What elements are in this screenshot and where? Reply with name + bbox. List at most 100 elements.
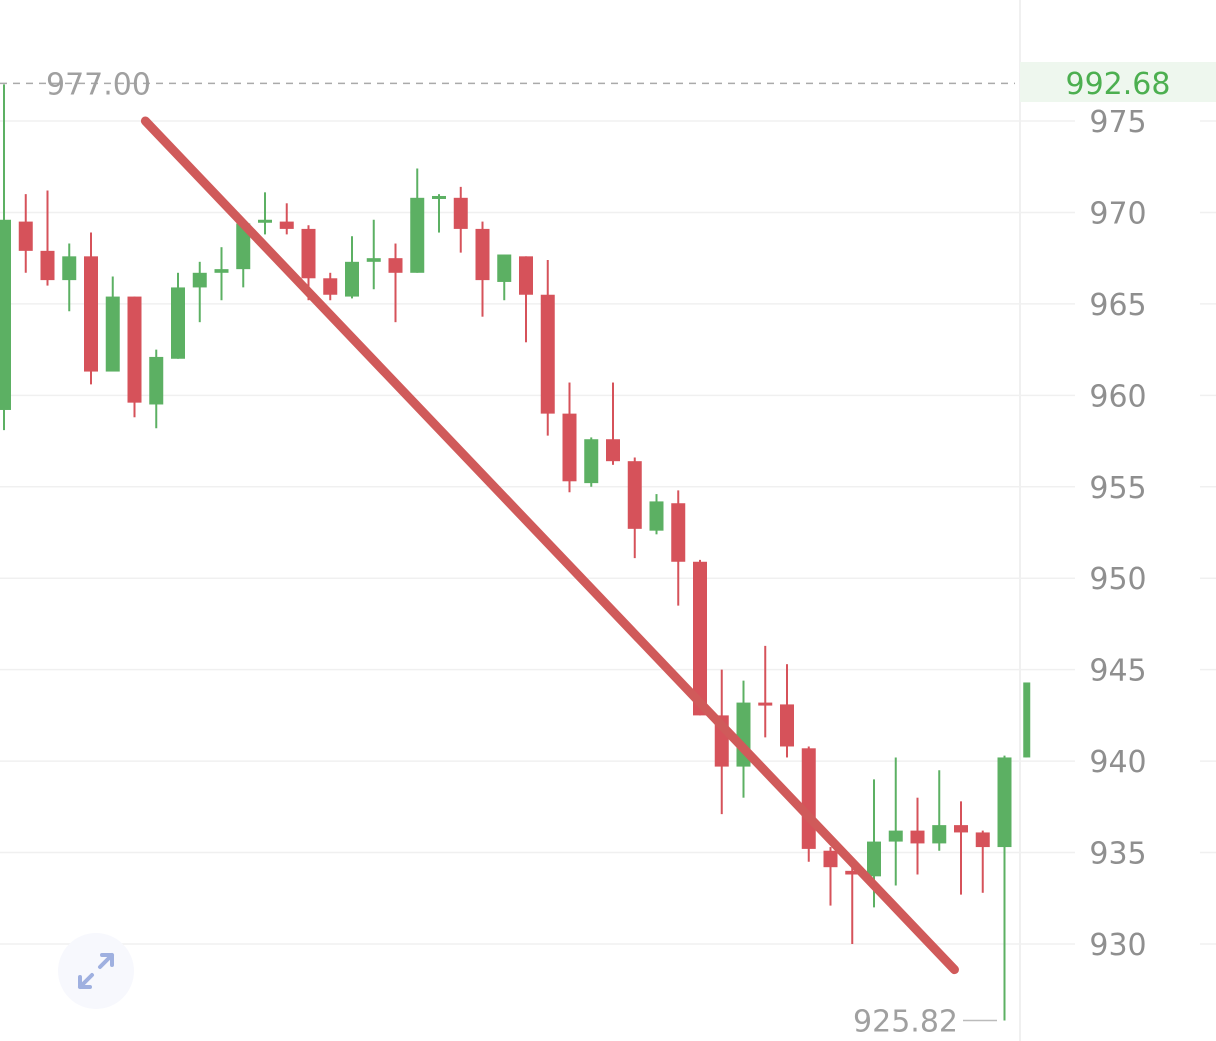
candle-body bbox=[18, 221, 33, 251]
candle-down[interactable] bbox=[475, 221, 490, 317]
y-label-bg bbox=[1075, 743, 1200, 780]
candle-body bbox=[0, 219, 11, 410]
candle-down[interactable] bbox=[84, 232, 98, 385]
candle-body bbox=[780, 704, 794, 747]
candle-down[interactable] bbox=[758, 645, 773, 738]
candle-up[interactable] bbox=[105, 276, 120, 372]
candle-body bbox=[497, 254, 512, 282]
y-label-bg bbox=[1075, 103, 1200, 139]
y-tick-label: 950 bbox=[1089, 562, 1146, 597]
candle-down[interactable] bbox=[540, 259, 555, 436]
candle-body bbox=[475, 228, 490, 281]
candle-down[interactable] bbox=[127, 296, 142, 418]
candle-body bbox=[192, 272, 207, 288]
y-label-bg bbox=[1075, 194, 1200, 231]
candle-body bbox=[519, 256, 533, 295]
y-label-bg bbox=[1075, 560, 1200, 597]
candle-up[interactable] bbox=[214, 247, 229, 301]
candle-body bbox=[323, 278, 338, 295]
candle-body bbox=[997, 757, 1012, 848]
candle-body bbox=[867, 841, 881, 877]
candle-body bbox=[910, 830, 925, 844]
candle-up[interactable] bbox=[1023, 682, 1031, 758]
candle-body bbox=[758, 702, 773, 706]
candle-up[interactable] bbox=[0, 84, 11, 431]
candle-body bbox=[366, 258, 381, 262]
candle-down[interactable] bbox=[562, 382, 577, 493]
candle-body bbox=[432, 195, 446, 199]
candle-down[interactable] bbox=[823, 847, 838, 906]
candle-body bbox=[584, 439, 599, 484]
candle-down[interactable] bbox=[801, 746, 816, 862]
candle-up[interactable] bbox=[888, 757, 903, 886]
candle-up[interactable] bbox=[149, 349, 164, 429]
candle-down[interactable] bbox=[845, 861, 860, 944]
low-marker-label: 925.82 bbox=[853, 1004, 958, 1039]
candle-down[interactable] bbox=[519, 256, 533, 343]
candle-up[interactable] bbox=[997, 755, 1012, 1021]
candle-body bbox=[693, 561, 707, 716]
y-tick-label: 970 bbox=[1089, 196, 1146, 231]
y-tick-label: 960 bbox=[1089, 379, 1146, 414]
candle-down[interactable] bbox=[780, 664, 794, 758]
candle-up[interactable] bbox=[932, 770, 947, 851]
y-tick-label: 965 bbox=[1089, 288, 1146, 323]
candle-down[interactable] bbox=[714, 669, 729, 815]
candle-up[interactable] bbox=[192, 261, 207, 323]
candle-body bbox=[649, 501, 664, 531]
y-label-bg bbox=[1075, 377, 1200, 414]
gridlines bbox=[0, 120, 1216, 945]
candle-body bbox=[932, 825, 947, 844]
y-tick-label: 935 bbox=[1089, 837, 1146, 872]
candle-down[interactable] bbox=[954, 801, 968, 895]
candle-body bbox=[410, 197, 425, 273]
y-label-bg bbox=[1075, 651, 1200, 688]
y-tick-label: 955 bbox=[1089, 471, 1146, 506]
candle-down[interactable] bbox=[279, 203, 294, 235]
candle-down[interactable] bbox=[453, 186, 468, 253]
candle-down[interactable] bbox=[323, 272, 338, 301]
candle-down[interactable] bbox=[671, 490, 686, 606]
candle-down[interactable] bbox=[40, 190, 55, 286]
y-tick-label: 940 bbox=[1089, 745, 1146, 780]
expand-button[interactable] bbox=[58, 933, 134, 1009]
high-marker-label: 977.00 bbox=[46, 67, 151, 102]
candle-body bbox=[171, 287, 185, 359]
candle-up[interactable] bbox=[236, 223, 251, 288]
candle-down[interactable] bbox=[693, 559, 707, 716]
y-label-bg bbox=[1075, 834, 1200, 871]
y-tick-label: 945 bbox=[1089, 654, 1146, 689]
candle-up[interactable] bbox=[258, 192, 272, 235]
candle-body bbox=[84, 256, 98, 372]
candle-down[interactable] bbox=[18, 194, 33, 273]
candle-body bbox=[214, 269, 229, 273]
candle-down[interactable] bbox=[388, 243, 403, 323]
candle-up[interactable] bbox=[62, 243, 77, 312]
candle-up[interactable] bbox=[649, 494, 664, 535]
candle-down[interactable] bbox=[606, 382, 620, 465]
y-tick-label: 930 bbox=[1089, 928, 1146, 963]
candle-body bbox=[823, 850, 838, 868]
candle-up[interactable] bbox=[497, 254, 512, 301]
candle-up[interactable] bbox=[345, 236, 359, 299]
candle-up[interactable] bbox=[432, 194, 446, 233]
candle-body bbox=[801, 748, 816, 849]
candle-body bbox=[562, 413, 577, 482]
candle-body bbox=[606, 439, 620, 462]
candle-body bbox=[62, 256, 77, 281]
trendline[interactable] bbox=[140, 116, 959, 975]
y-label-bg bbox=[1075, 926, 1200, 962]
last-price-badge bbox=[1020, 62, 1216, 102]
candle-up[interactable] bbox=[410, 168, 425, 273]
candle-body bbox=[975, 832, 990, 848]
candle-up[interactable] bbox=[171, 272, 185, 359]
candle-up[interactable] bbox=[366, 219, 381, 290]
y-label-bg bbox=[1075, 468, 1200, 505]
candle-down[interactable] bbox=[910, 797, 925, 875]
candle-body bbox=[954, 825, 968, 833]
candle-up[interactable] bbox=[584, 437, 599, 487]
candle-down[interactable] bbox=[627, 457, 642, 559]
candle-down[interactable] bbox=[975, 830, 990, 893]
last-price-label: 992.68 bbox=[1066, 67, 1171, 102]
